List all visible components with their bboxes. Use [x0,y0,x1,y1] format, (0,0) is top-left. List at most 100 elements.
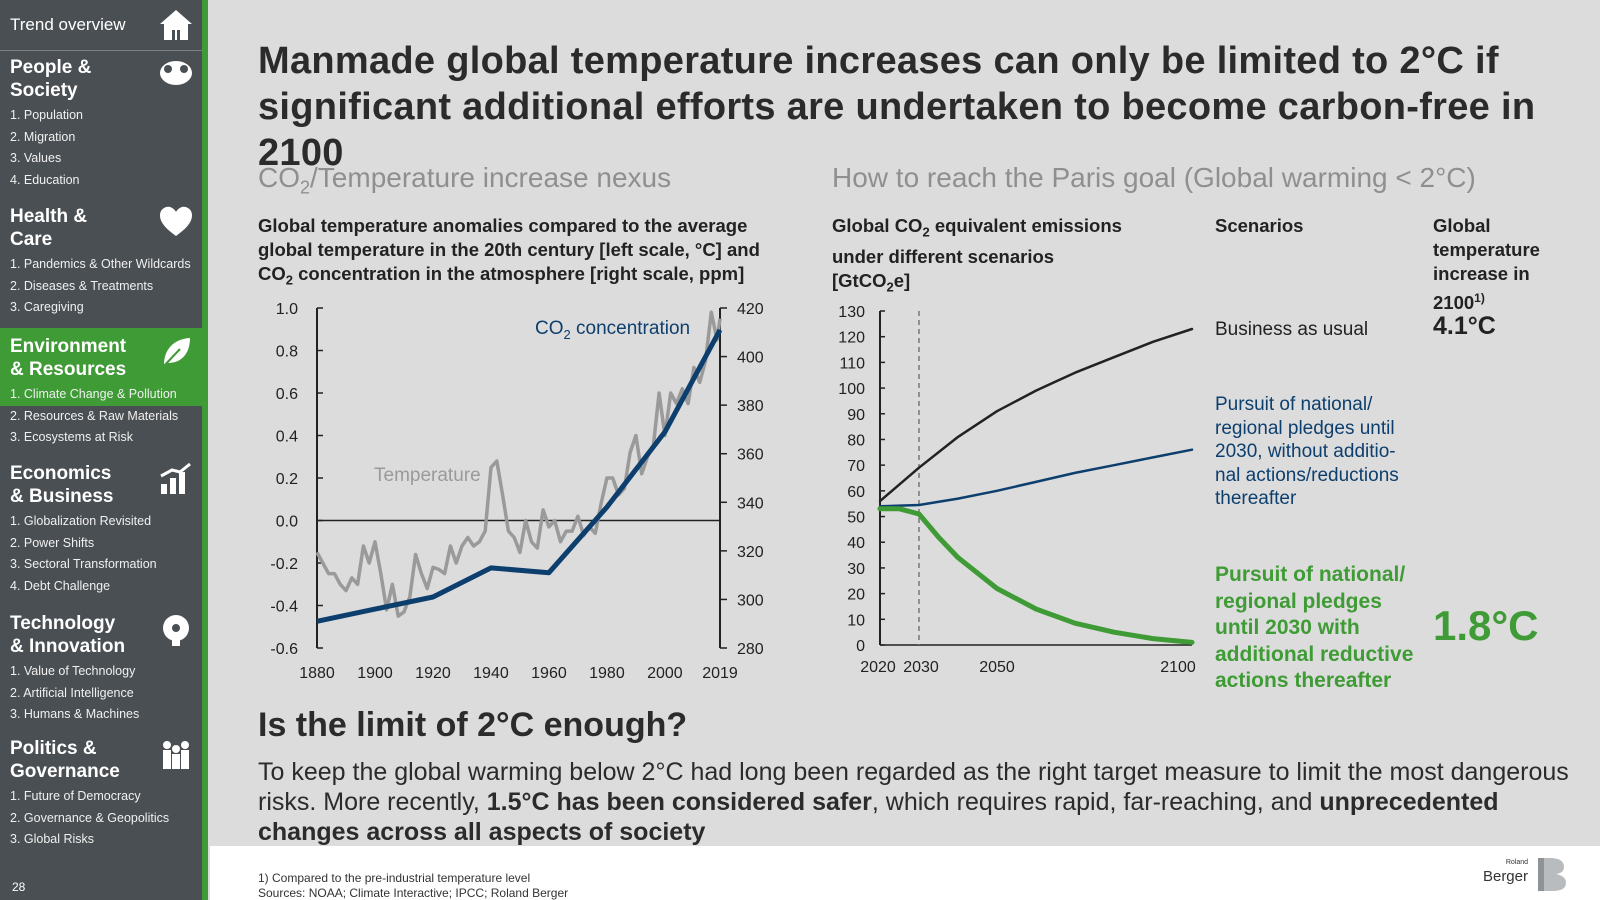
scenario-label-line: 2030, without additio- [1215,441,1396,462]
sidebar-item[interactable]: 2. Resources & Raw Materials [10,408,179,423]
right-desc-line1-post: equivalent emissions [929,215,1122,236]
left-desc-line3-pre: CO [258,263,286,284]
scenario-label-line: until 2030 with [1215,616,1360,639]
right-tick-label: 320 [737,544,764,561]
y-tick-label: 50 [847,510,865,527]
temp-header-year: 2100 [1433,292,1475,314]
left-tick-label: -0.6 [270,641,298,658]
leaf-icon [161,338,190,369]
sidebar-item[interactable]: 2. Migration [10,129,76,144]
logo-text-small: Roland [1505,859,1528,866]
sidebar-section-title-line2: & Resources [10,359,127,380]
scenario-label-line: nal actions/reductions [1215,464,1399,486]
sidebar-section-title[interactable]: Environment & Resources [10,335,126,381]
right-chart-description: Global CO2 equivalent emissions under di… [832,214,1122,299]
right-desc-line3-post: e] [893,269,911,291]
sidebar-item[interactable]: 3. Ecosystems at Risk [10,430,133,444]
sidebar-item[interactable]: 1. Value of Technology [10,664,136,678]
sidebar-section-title-line2: Society [10,80,78,101]
sidebar-section-title-line2: & Business [10,486,114,507]
pledges-with-action-line [877,506,1195,645]
temperature-co2-chart: 1.0 0.8 0.6 0.4 0.2 0.0 -0.2 -0.4 -0.6 420 400 380 3… [270,301,764,682]
x-tick-label: 1900 [357,665,393,682]
sidebar-item[interactable]: 2. Artificial Intelligence [10,685,134,700]
left-subtitle-sub: 2 [300,177,311,198]
sidebar-section-title-line1: People & [10,57,92,78]
sidebar-item[interactable]: 3. Values [10,151,62,165]
y-tick-label: 20 [847,587,865,604]
y-tick-label: 130 [838,304,865,321]
page-title: Manmade global temperature increases can… [258,38,1578,176]
pledges-no-action-line [878,448,1194,508]
y-tick-label: 80 [847,432,865,449]
question-body-bold2: unprecedented changes across all aspects… [258,788,1499,846]
trend-overview-label: Trend overview [10,15,126,34]
sidebar-section-title[interactable]: Politics & Governance [10,737,120,783]
left-tick-label: -0.2 [270,556,298,573]
question-body-bold1: 1.5°C has been considered safer [486,788,872,816]
scenarios-header: Scenarios [1215,215,1304,236]
sidebar-item[interactable]: 1. Population [10,108,83,122]
temperature-column-header: Global temperature increase in 21001) [1433,214,1540,315]
left-tick-label: 0.6 [276,386,298,403]
sidebar-item[interactable]: 3. Humans & Machines [10,707,140,721]
question-body: To keep the global warming below 2°C had… [258,757,1578,847]
right-tick-label: 300 [737,592,764,609]
sources-note: Sources: NOAA; Climate Interactive; IPCC… [258,886,569,900]
sidebar-item[interactable]: 1. Climate Change & Pollution [10,387,177,401]
growth-chart-icon [160,462,191,494]
scenario-2-label: Pursuit of national/regional pledges unt… [1215,393,1399,511]
scenario-label-line: regional pledges [1215,589,1382,613]
y-tick-label: 90 [847,407,865,424]
x-tick-label: 1920 [415,665,451,682]
x-tick-label: 1960 [531,665,567,682]
right-tick-label: 380 [737,398,764,415]
right-tick-label: 420 [737,301,764,318]
sidebar-item[interactable]: 1. Future of Democracy [10,789,141,803]
co2-series-label: CO2 concentration [535,318,690,342]
temp-header-footnote-ref: 1) [1474,291,1485,305]
right-desc-line3-pre: [GtCO [832,269,887,291]
x-tick-label: 2019 [702,665,738,682]
y-tick-label: 10 [847,612,865,629]
sidebar-section-title[interactable]: People & Society [10,56,91,102]
scenario-1-label: Business as usual [1215,318,1368,342]
y-tick-label: 40 [847,535,865,552]
sidebar-item[interactable]: 2. Power Shifts [10,535,95,550]
left-tick-label: -0.4 [270,599,298,616]
page-title-line2: significant additional efforts are under… [258,86,1536,174]
sidebar-section-title-line1: Environment [10,336,127,357]
scenario-label-line: Pursuit of national/ [1215,394,1373,415]
y-tick-label: 110 [839,355,865,372]
sidebar-section-title[interactable]: Health & Care [10,205,87,251]
sidebar-item[interactable]: 1. Pandemics & Other Wildcards [10,257,191,271]
left-tick-label: 0.8 [276,344,298,361]
trend-overview-link[interactable]: Trend overview [0,0,202,51]
temperature-series-label: Temperature [374,465,481,486]
logo-mark [1538,858,1566,891]
sidebar-section-title-line1: Politics & [10,738,97,759]
x-tick-label: 1940 [473,665,509,682]
sidebar-item[interactable]: 2. Diseases & Treatments [10,278,154,293]
left-tick-label: 0.2 [276,471,298,488]
page-number: 28 [12,880,26,894]
sidebar-item[interactable]: 4. Education [10,172,80,187]
temp-header-line2: temperature [1433,239,1540,260]
sidebar-item[interactable]: 3. Global Risks [10,832,95,846]
sidebar-item[interactable]: 1. Globalization Revisited [10,514,152,528]
question-title: Is the limit of 2°C enough? [258,706,688,744]
sidebar-item[interactable]: 3. Sectoral Transformation [10,557,157,571]
temperature-series-line [315,310,722,618]
left-tick-label: 0.4 [276,429,298,446]
sidebar-section-title[interactable]: Technology & Innovation [10,612,125,658]
page-title-line1: Manmade global temperature increases can… [258,40,1499,82]
sidebar-item[interactable]: 3. Caregiving [10,300,84,314]
home-icon [160,10,192,40]
right-tick-label: 340 [737,495,764,512]
sidebar-section-title[interactable]: Economics & Business [10,462,113,508]
sidebar-item[interactable]: 2. Governance & Geopolitics [10,810,170,825]
co2-series-line [316,328,723,624]
left-subtitle: CO2/Temperature increase nexus [258,162,671,199]
sidebar-item[interactable]: 4. Debt Challenge [10,578,111,593]
